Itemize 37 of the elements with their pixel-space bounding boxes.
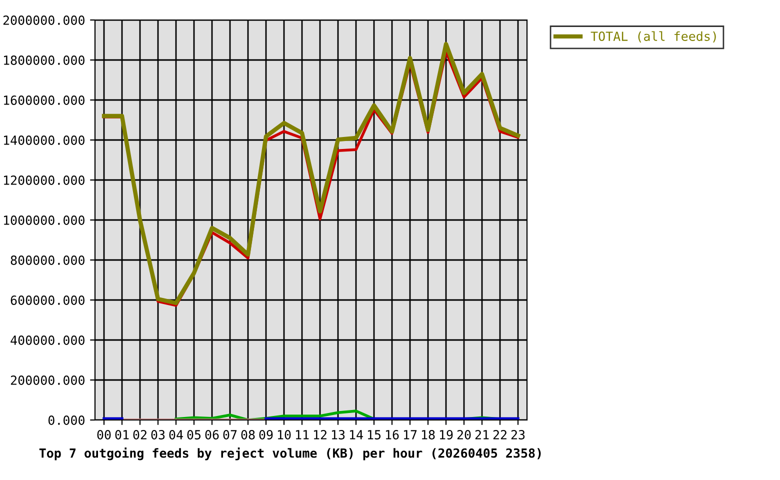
y-tick-label: 0.000 <box>48 416 84 425</box>
y-tick-label: 600000.000 <box>10 296 84 305</box>
x-axis-title: Top 7 outgoing feeds by reject volume (KB) per hour (20260405 2358) <box>39 447 541 460</box>
x-tick-label: 21 <box>475 430 489 440</box>
legend-label: TOTAL (all feeds) <box>590 31 716 42</box>
x-tick-label: 07 <box>223 430 237 440</box>
y-tick-label: 1200000.000 <box>4 176 84 185</box>
x-tick-label: 23 <box>511 430 525 440</box>
x-tick-label: 12 <box>314 430 326 440</box>
x-tick-label: 17 <box>404 430 417 440</box>
y-tick-label: 1400000.000 <box>4 136 84 145</box>
x-tick-label: 06 <box>205 430 219 440</box>
x-tick-label: 18 <box>422 430 435 440</box>
x-tick-label: 02 <box>133 430 146 440</box>
x-tick-label: 11 <box>296 430 309 440</box>
x-tick-label: 15 <box>368 430 381 440</box>
x-tick-label: 09 <box>259 430 273 440</box>
x-tick-label: 05 <box>187 430 201 440</box>
y-tick-label: 1000000.000 <box>4 216 84 225</box>
y-tick-label: 1800000.000 <box>4 56 84 65</box>
x-tick-label: 20 <box>457 430 471 440</box>
x-tick-label: 19 <box>440 430 453 440</box>
x-tick-label: 01 <box>115 430 129 440</box>
x-tick-label: 03 <box>151 430 165 440</box>
y-tick-label: 1600000.000 <box>4 96 84 105</box>
x-tick-label: 04 <box>169 430 183 440</box>
x-tick-label: 10 <box>278 430 291 440</box>
y-tick-label: 2000000.000 <box>3 16 84 25</box>
x-tick-label: 00 <box>97 430 111 440</box>
y-tick-label: 400000.000 <box>10 336 84 345</box>
x-tick-label: 14 <box>350 430 363 440</box>
y-tick-label: 800000.000 <box>10 256 84 265</box>
x-tick-label: 08 <box>241 430 255 440</box>
y-tick-label: 200000.000 <box>10 376 84 385</box>
x-tick-label: 22 <box>493 430 506 440</box>
x-tick-label: 16 <box>386 430 399 440</box>
x-tick-label: 13 <box>332 430 345 440</box>
